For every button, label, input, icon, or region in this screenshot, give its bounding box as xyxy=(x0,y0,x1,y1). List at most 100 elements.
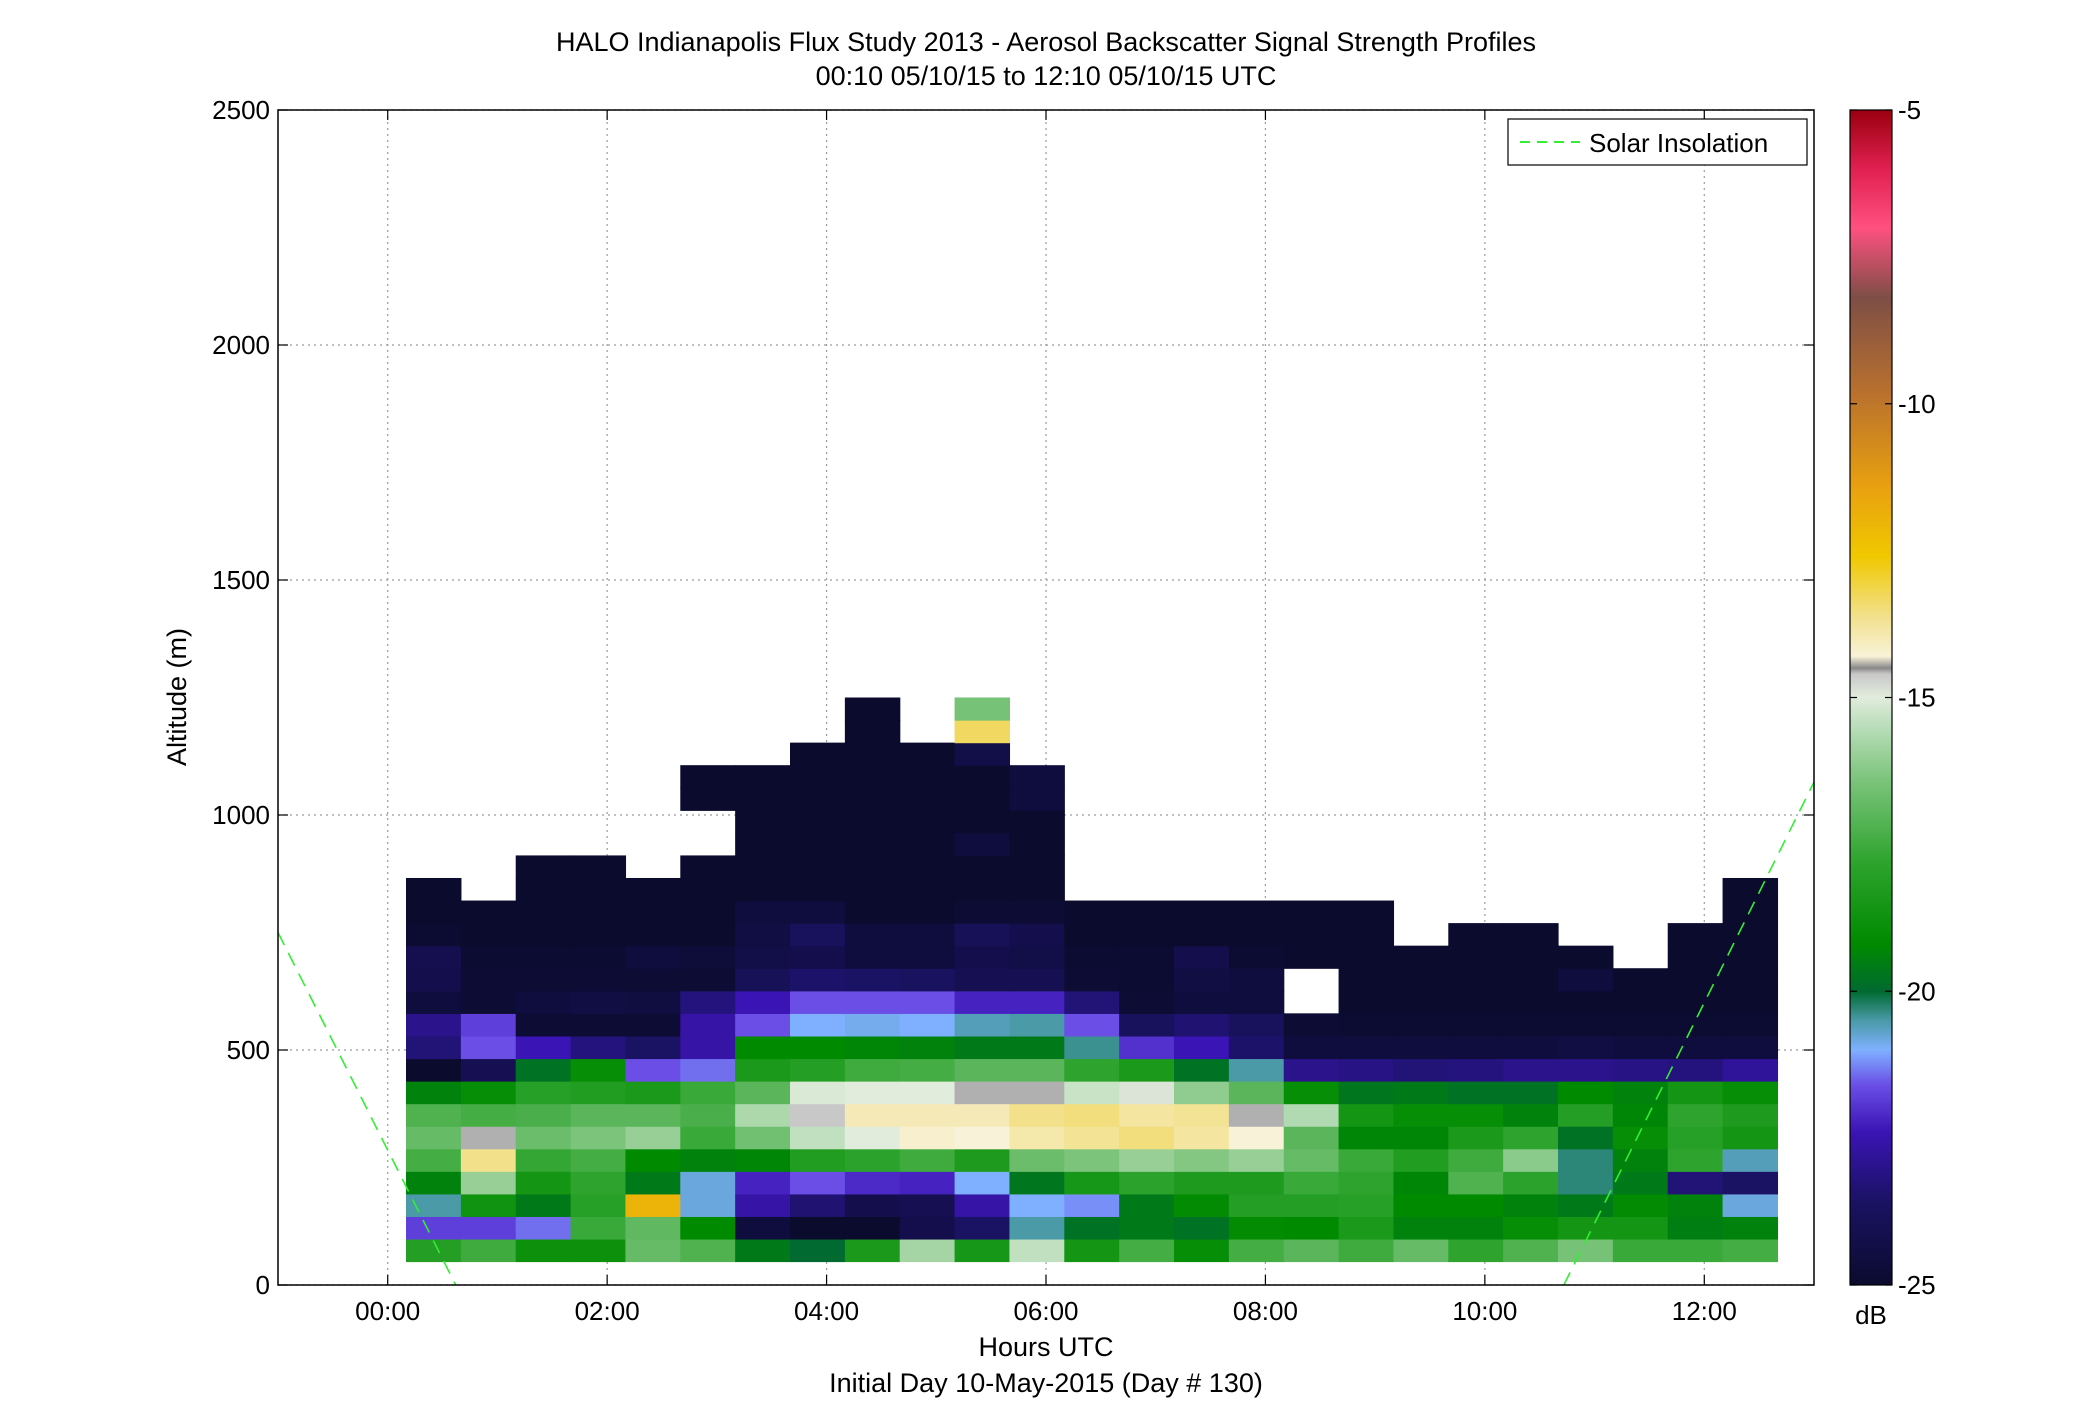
heatmap-cell xyxy=(406,1193,462,1217)
heatmap-cell xyxy=(1448,1193,1504,1217)
heatmap-cell xyxy=(515,1171,572,1195)
heatmap-cell xyxy=(954,1035,1011,1060)
heatmap-cell xyxy=(954,1126,1011,1150)
heatmap-cell xyxy=(790,1148,846,1172)
heatmap-cell xyxy=(406,1126,462,1150)
heatmap-cell xyxy=(680,968,736,992)
heatmap-cell xyxy=(1448,1035,1504,1060)
heatmap-cell xyxy=(954,787,1011,811)
heatmap-cell xyxy=(954,1148,1011,1172)
heatmap-cell xyxy=(1228,1126,1285,1150)
heatmap-cell xyxy=(790,742,846,766)
heatmap-cell xyxy=(899,810,956,834)
heatmap-cell xyxy=(735,1238,791,1263)
heatmap-cell xyxy=(1558,1148,1614,1172)
heatmap-cell xyxy=(1064,1238,1120,1263)
x-tick-label: 08:00 xyxy=(1233,1296,1298,1326)
heatmap-cell xyxy=(1667,1035,1724,1060)
heatmap-cell xyxy=(954,968,1011,992)
heatmap-cell xyxy=(1448,968,1504,992)
heatmap-cell xyxy=(1119,1148,1175,1172)
heatmap-cell xyxy=(735,1171,791,1195)
heatmap-cell xyxy=(680,1148,736,1172)
heatmap-cell xyxy=(1174,990,1230,1014)
heatmap-cell xyxy=(735,1216,791,1240)
heatmap-cell xyxy=(1558,1013,1614,1037)
heatmap-cell xyxy=(625,1013,681,1037)
heatmap-cell xyxy=(406,1013,462,1037)
heatmap-cell xyxy=(1558,1171,1614,1195)
heatmap-cell xyxy=(1119,1013,1175,1037)
heatmap-cell xyxy=(1009,877,1065,902)
heatmap-cell xyxy=(735,1103,791,1127)
heatmap-cell xyxy=(1503,1081,1559,1105)
heatmap-cell xyxy=(1722,900,1779,924)
colorbar-tick-label: -25 xyxy=(1898,1270,1936,1300)
heatmap-cell xyxy=(899,1148,956,1172)
heatmap-cell xyxy=(1667,1148,1724,1172)
heatmap-cell xyxy=(844,832,901,857)
heatmap-cell xyxy=(1448,1081,1504,1105)
heatmap-cell xyxy=(1009,1171,1065,1195)
heatmap-cell xyxy=(1119,900,1175,924)
heatmap-cell xyxy=(570,900,627,924)
heatmap-cell xyxy=(1722,923,1779,947)
heatmap-cell xyxy=(790,1216,846,1240)
heatmap-cell xyxy=(1448,1126,1504,1150)
heatmap-cell xyxy=(1174,1126,1230,1150)
heatmap-cell xyxy=(406,1081,462,1105)
heatmap-cell xyxy=(1338,1193,1395,1217)
heatmap-cell xyxy=(570,968,627,992)
x-tick-label: 04:00 xyxy=(794,1296,859,1326)
heatmap-cell xyxy=(460,990,517,1014)
heatmap-cell xyxy=(460,968,517,992)
heatmap-cell xyxy=(1119,1238,1175,1263)
heatmap-cell xyxy=(460,1216,517,1240)
heatmap-cell xyxy=(1558,1058,1614,1082)
heatmap-cell xyxy=(460,1081,517,1105)
heatmap-cell xyxy=(570,1035,627,1060)
heatmap-cell xyxy=(1119,968,1175,992)
heatmap-cell xyxy=(1503,1216,1559,1240)
heatmap-cell xyxy=(735,923,791,947)
heatmap-cell xyxy=(1667,1058,1724,1082)
heatmap-cell xyxy=(1667,1103,1724,1127)
heatmap-cell xyxy=(1722,1148,1779,1172)
heatmap-cell xyxy=(1393,1013,1449,1037)
heatmap-cell xyxy=(1064,1193,1120,1217)
heatmap-cell xyxy=(1338,1238,1395,1263)
heatmap-cell xyxy=(1064,968,1120,992)
heatmap-cell xyxy=(735,1035,791,1060)
heatmap-cell xyxy=(1667,1216,1724,1240)
heatmap-cell xyxy=(570,1193,627,1217)
heatmap-cell xyxy=(1228,1035,1285,1060)
heatmap-cell xyxy=(899,1035,956,1060)
heatmap-cell xyxy=(680,765,736,789)
heatmap-cell xyxy=(680,1216,736,1240)
heatmap-cell xyxy=(570,1081,627,1105)
heatmap-cell xyxy=(899,787,956,811)
heatmap-cell xyxy=(844,990,901,1014)
colorbar-tick-label: -20 xyxy=(1898,976,1936,1006)
heatmap-cell xyxy=(570,1013,627,1037)
heatmap-cell xyxy=(1393,1126,1449,1150)
x-axis-sublabel: Initial Day 10-May-2015 (Day # 130) xyxy=(829,1368,1263,1398)
heatmap-cell xyxy=(899,968,956,992)
heatmap-cell xyxy=(790,1013,846,1037)
heatmap-cell xyxy=(1503,945,1559,969)
heatmap-cell xyxy=(1009,1238,1065,1263)
heatmap-cell xyxy=(790,1058,846,1082)
heatmap-cell xyxy=(899,765,956,789)
heatmap-cell xyxy=(406,968,462,992)
heatmap-cell xyxy=(460,1193,517,1217)
colorbar-label: dB xyxy=(1855,1300,1887,1330)
heatmap-cell xyxy=(954,855,1011,879)
heatmap-cell xyxy=(1503,1171,1559,1195)
heatmap-cell xyxy=(954,945,1011,969)
heatmap-cell xyxy=(1009,945,1065,969)
heatmap-cell xyxy=(1338,923,1395,947)
heatmap-cell xyxy=(1228,1171,1285,1195)
solar-insolation-line xyxy=(278,932,457,1285)
heatmap-cell xyxy=(1667,1126,1724,1150)
heatmap-cell xyxy=(1722,990,1779,1014)
